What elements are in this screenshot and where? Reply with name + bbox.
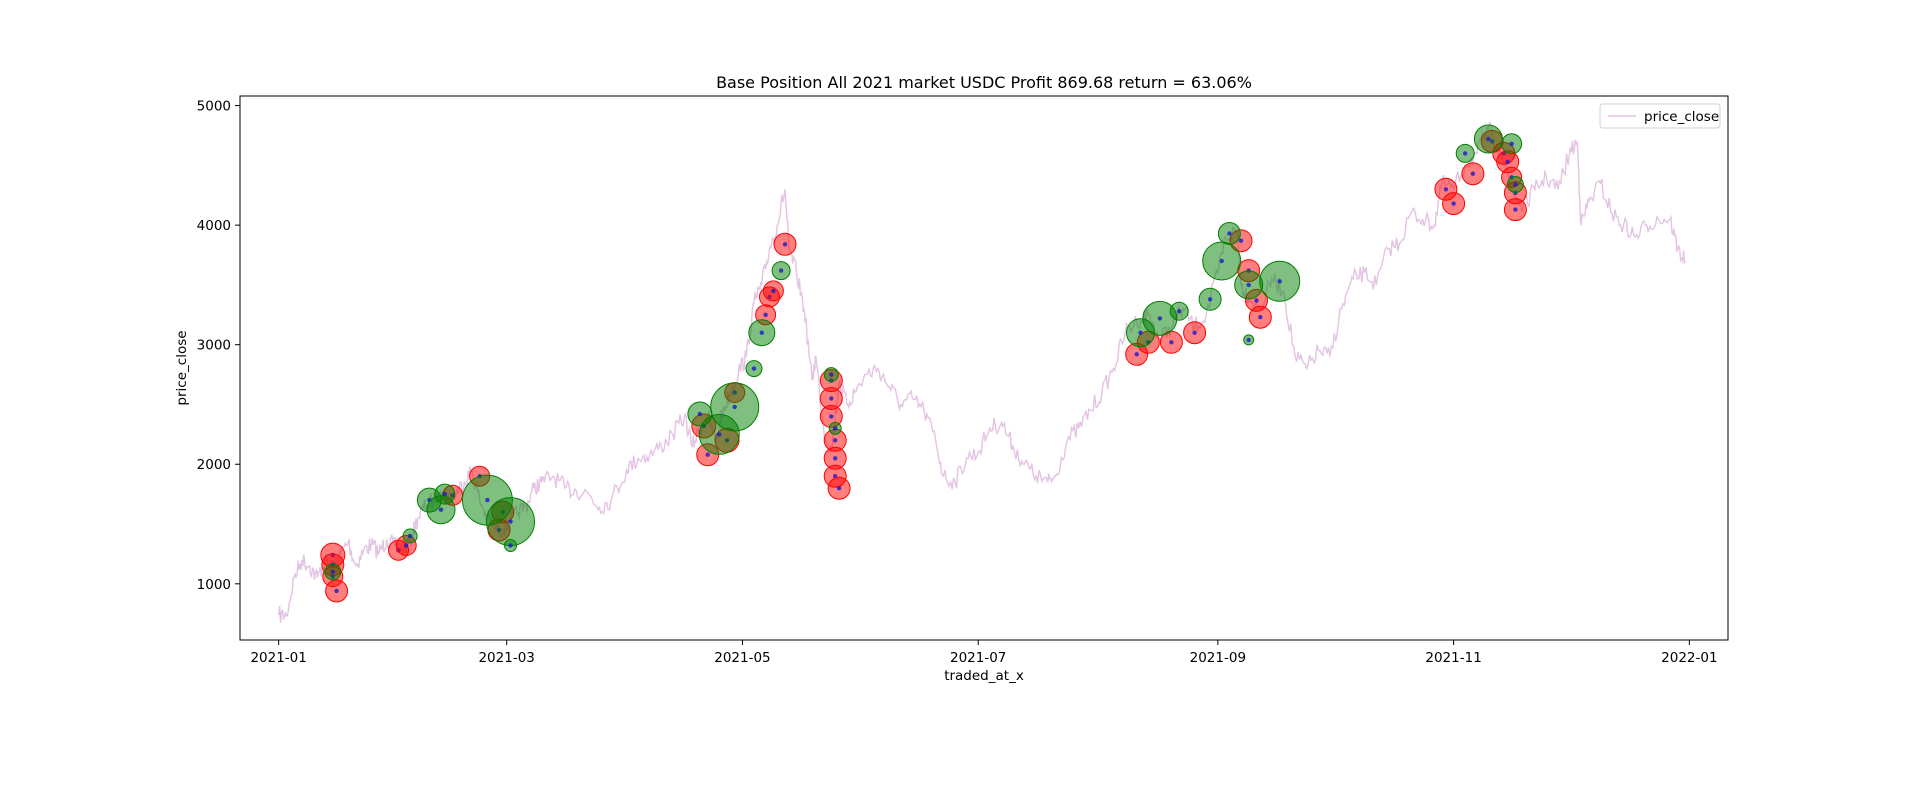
trade-marker-dot	[438, 507, 444, 512]
trade-marker-dot	[1157, 316, 1163, 321]
legend-label: price_close	[1644, 109, 1719, 125]
trade-marker-dot	[1254, 298, 1259, 303]
price-close-line	[277, 120, 1687, 623]
y-tick-label: 2000	[197, 457, 231, 473]
legend-box	[1599, 103, 1721, 129]
trade-marker-dot	[829, 396, 834, 401]
trade-marker-dot	[1258, 315, 1263, 320]
trade-marker-dot	[330, 569, 335, 575]
trade-marker-dot	[1470, 171, 1476, 176]
x-tick-label: 2022-01	[1661, 650, 1717, 666]
trade-marker-dot	[751, 366, 757, 371]
trade-marker-dot	[829, 372, 834, 377]
x-axis-label: traded_at_x	[944, 668, 1024, 684]
trade-marker-dot	[763, 312, 768, 317]
trade-marker-dot	[829, 414, 834, 419]
trade-marker-dot	[1246, 337, 1251, 343]
x-tick-label: 2021-09	[1190, 650, 1246, 666]
x-tick-label: 2021-11	[1425, 650, 1481, 666]
y-tick-label: 4000	[197, 218, 231, 234]
trade-marker-dot	[1238, 238, 1244, 243]
trade-marker-dot	[836, 486, 842, 491]
trade-marker-dot	[508, 519, 513, 524]
trade-marker-dot	[1513, 207, 1518, 212]
trade-marker-dot	[778, 268, 784, 273]
y-axis-label: price_close	[174, 330, 190, 405]
trade-marker-dot	[442, 491, 447, 497]
trade-marker-dot	[833, 426, 838, 431]
trade-marker-dot	[404, 543, 409, 548]
trade-marker-dot	[833, 456, 838, 461]
trade-marker-dot	[1134, 352, 1139, 357]
trade-marker-dot	[1277, 279, 1282, 284]
trade-marker-dot	[1138, 330, 1143, 335]
trade-marker-dot	[407, 533, 413, 539]
chart-title: Base Position All 2021 market USDC Profi…	[716, 73, 1252, 92]
x-tick-label: 2021-03	[478, 650, 534, 666]
trade-marker-dot	[717, 432, 722, 437]
x-tick-label: 2021-01	[250, 650, 306, 666]
plot-frame	[239, 95, 1729, 641]
trade-marker-dot	[1505, 159, 1510, 164]
trade-marker-dot	[1246, 282, 1251, 288]
y-tick-label: 5000	[197, 99, 231, 115]
trade-marker-dot	[782, 242, 788, 247]
y-axis-ticks: 1000 2000 3000 4000 5000	[197, 99, 240, 593]
trade-marker-dot	[1443, 187, 1449, 192]
trade-marker-dot	[1513, 182, 1518, 187]
trade-marker-dot	[1451, 201, 1456, 206]
legend: price_close	[1599, 103, 1721, 129]
x-tick-label: 2021-05	[714, 650, 770, 666]
trade-marker-dot	[1219, 258, 1224, 264]
trade-marker-dot	[1177, 309, 1182, 314]
trade-marker-dot	[771, 288, 776, 294]
price-line-layer	[277, 120, 1687, 623]
trade-marker-dot	[705, 452, 710, 457]
trade-marker-dot	[334, 588, 339, 594]
trade-marker-dot	[1207, 297, 1213, 302]
trade-marker-dot	[732, 404, 737, 410]
bubble-layer	[320, 124, 1527, 603]
trade-marker-dot	[1169, 340, 1174, 345]
trade-marker-dot	[1463, 151, 1468, 156]
trade-marker-dot	[1192, 330, 1197, 335]
trade-marker-dot	[759, 330, 764, 335]
trade-marker-dot	[1486, 136, 1491, 142]
trade-marker-dot	[485, 497, 490, 503]
plot-area	[277, 120, 1687, 623]
trade-marker-dot	[833, 438, 838, 443]
x-tick-label: 2021-07	[950, 650, 1006, 666]
trade-marker-dot	[508, 543, 513, 548]
x-axis-ticks: 2021-01 2021-03 2021-05 2021-07 2021-09 2021-…	[250, 640, 1718, 666]
trade-marker-dot	[697, 411, 703, 417]
y-tick-label: 3000	[197, 338, 231, 354]
y-tick-label: 1000	[197, 577, 231, 593]
trade-marker-dot	[1227, 231, 1232, 236]
trade-marker-dot	[1509, 141, 1514, 146]
